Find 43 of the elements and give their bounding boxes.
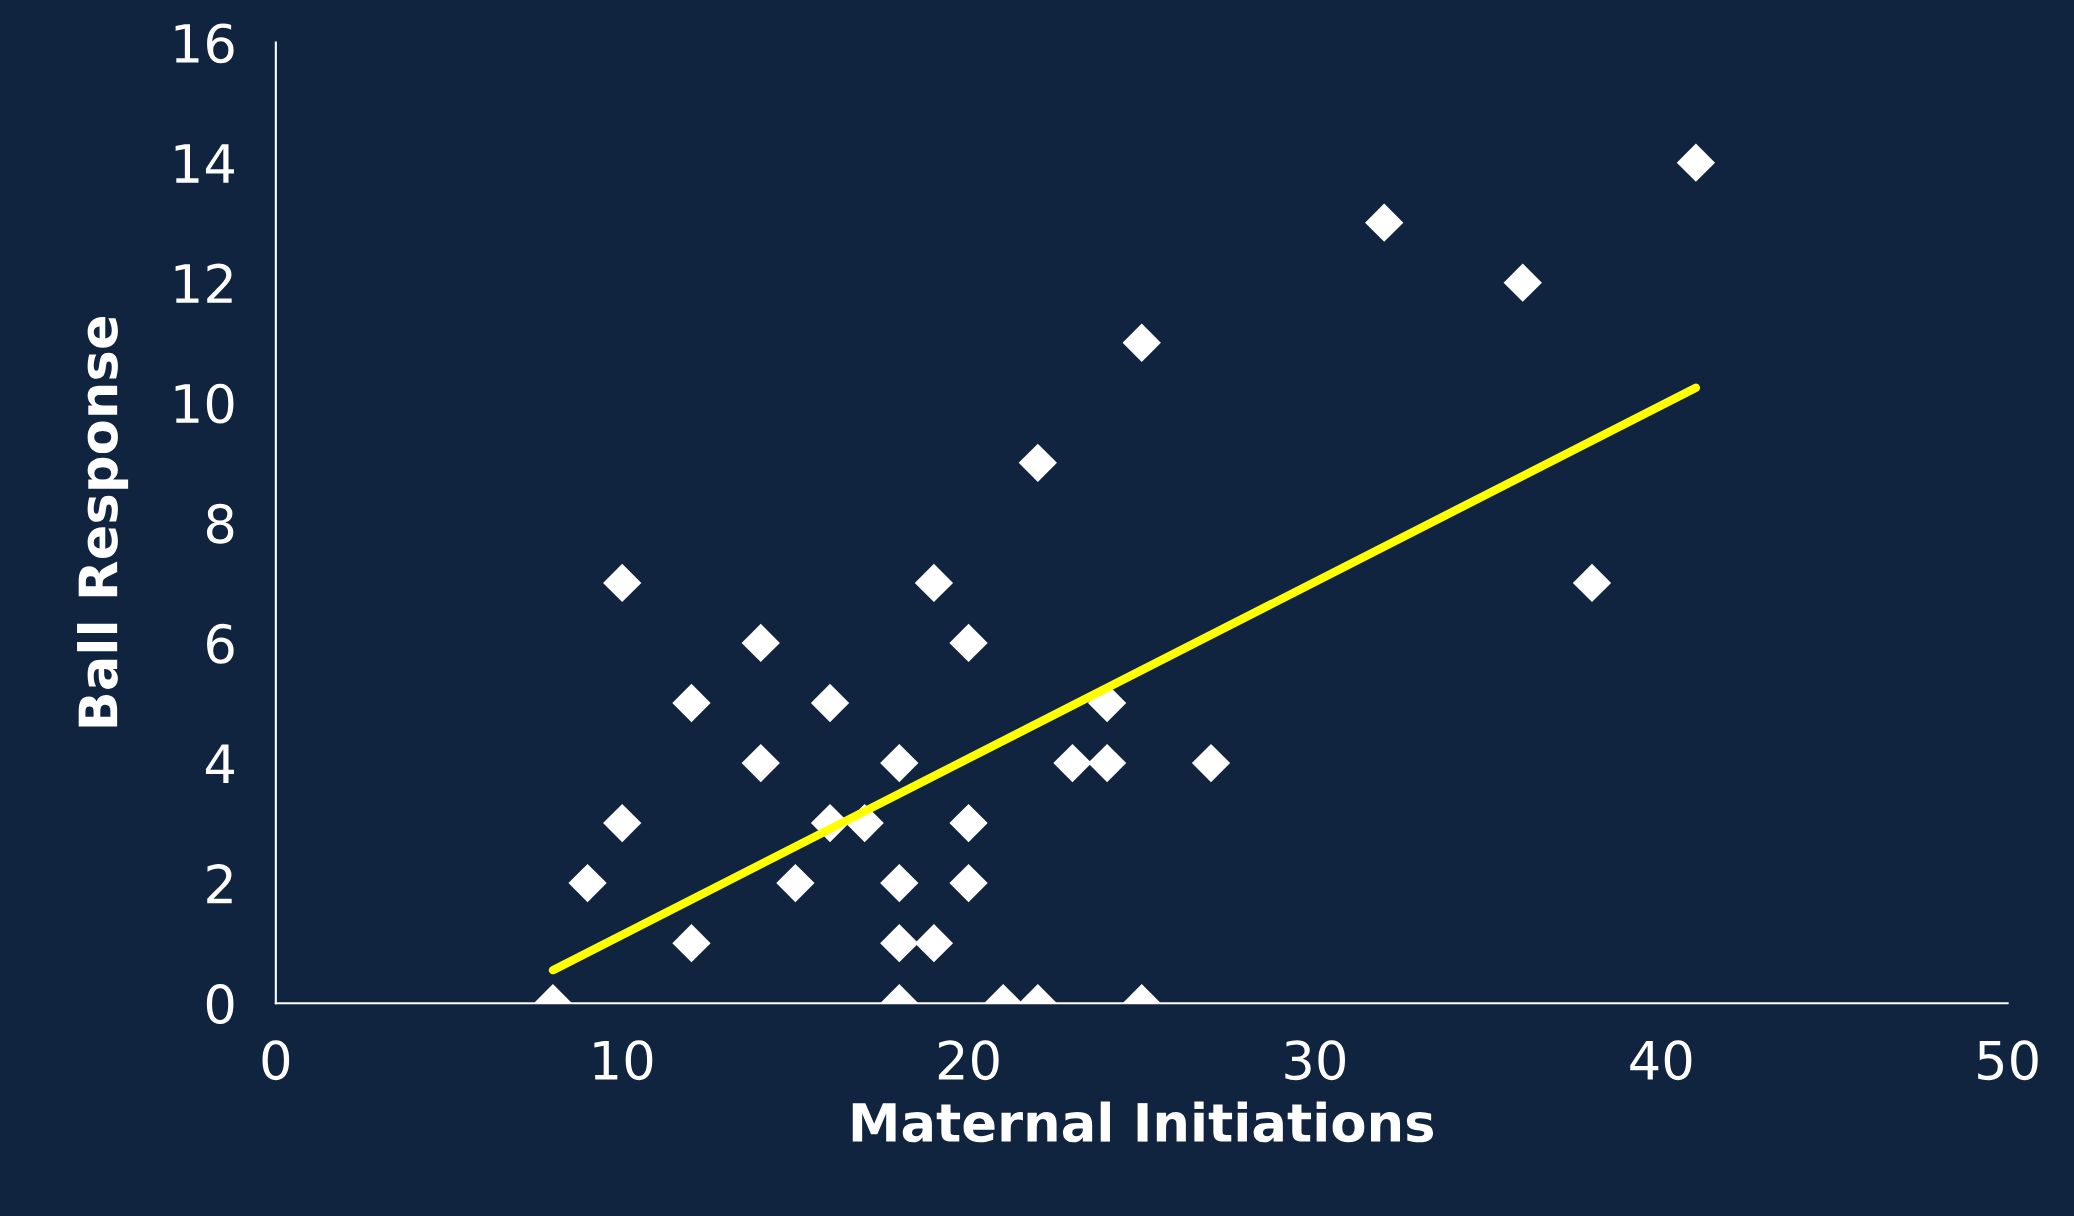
point — [568, 863, 607, 903]
point — [603, 803, 642, 843]
point — [672, 683, 711, 723]
point — [603, 563, 642, 603]
point — [1053, 743, 1092, 783]
y-tick-label: 0 — [206, 984, 234, 1024]
point — [949, 863, 988, 903]
point — [741, 623, 780, 663]
point — [880, 743, 919, 783]
point — [880, 863, 919, 903]
y-tick-label: 10 — [175, 383, 234, 424]
point — [810, 683, 850, 723]
x-tick-label: 0 — [262, 1040, 290, 1081]
x-tick-label: 20 — [938, 1040, 999, 1081]
x-axis-title: Maternal Initiations — [852, 1101, 1434, 1143]
point — [776, 863, 815, 903]
point — [1191, 743, 1231, 783]
x-tick-label: 50 — [1978, 1040, 2038, 1081]
y-tick-label: 8 — [206, 503, 234, 544]
x-tick-label: 10 — [594, 1040, 653, 1081]
point — [1087, 743, 1127, 783]
point — [672, 924, 711, 963]
y-tick-label: 4 — [205, 744, 234, 784]
y-tick-label: 6 — [207, 623, 234, 664]
point — [741, 743, 780, 783]
point — [949, 803, 988, 843]
point — [949, 623, 988, 663]
point — [880, 924, 919, 963]
point — [1503, 263, 1542, 302]
y-tick-label: 12 — [175, 263, 232, 303]
point — [1365, 203, 1404, 242]
point — [914, 563, 954, 603]
y-tick-label: 16 — [175, 23, 234, 64]
y-axis-title: Ball Response — [77, 316, 129, 727]
x-tick-label: 40 — [1630, 1040, 1692, 1081]
point — [1572, 563, 1612, 603]
x-tick-label: 30 — [1285, 1040, 1345, 1081]
point — [1676, 143, 1716, 182]
point — [1122, 323, 1161, 362]
y-tick-label: 14 — [175, 144, 234, 183]
point — [1018, 443, 1057, 482]
y-tick-label: 2 — [207, 864, 232, 904]
point — [914, 924, 954, 963]
